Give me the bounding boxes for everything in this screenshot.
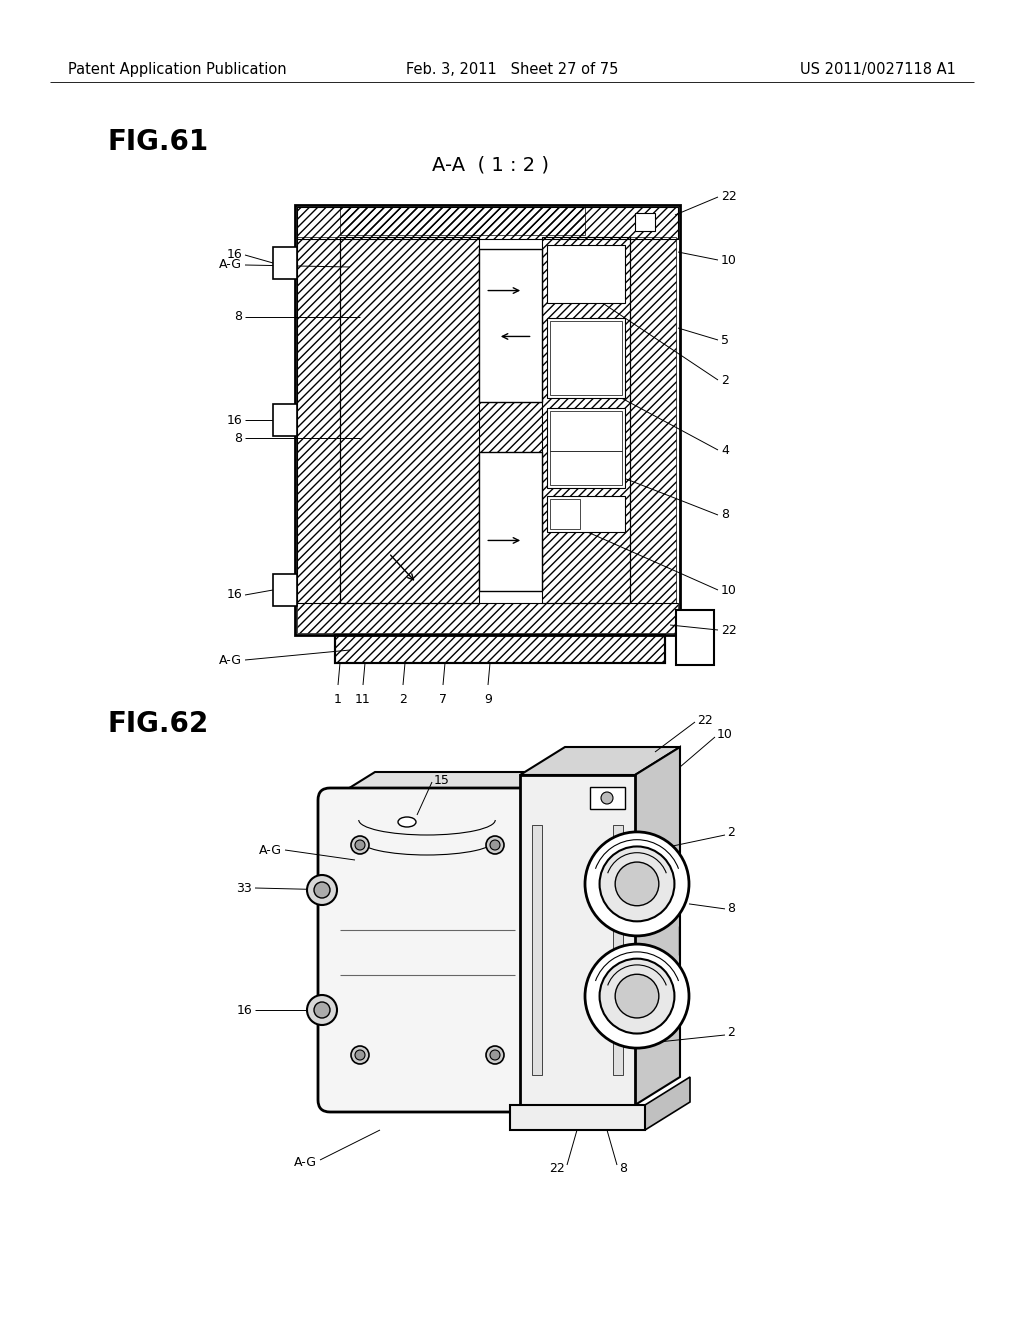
Bar [340, 207, 585, 235]
Text: 2: 2 [399, 693, 407, 706]
Text: 33: 33 [237, 882, 252, 895]
Circle shape [601, 792, 613, 804]
Bar [295, 205, 680, 635]
Text: US 2011/0027118 A1: US 2011/0027118 A1 [800, 62, 956, 77]
Polygon shape [645, 1077, 690, 1130]
Text: 16: 16 [226, 589, 242, 602]
Text: A-G: A-G [219, 653, 242, 667]
Bar [510, 1105, 645, 1130]
Circle shape [490, 1049, 500, 1060]
Circle shape [351, 836, 369, 854]
Bar [532, 825, 542, 1074]
Bar [635, 213, 655, 231]
Circle shape [486, 836, 504, 854]
Circle shape [307, 995, 337, 1026]
Text: 7: 7 [439, 693, 447, 706]
Bar [479, 249, 542, 403]
Text: 11: 11 [355, 693, 371, 706]
Circle shape [600, 958, 675, 1034]
Text: 22: 22 [549, 1162, 565, 1175]
Bar [547, 246, 625, 304]
Text: 10: 10 [717, 729, 733, 742]
Text: 16: 16 [226, 413, 242, 426]
Text: 22: 22 [721, 190, 736, 203]
Bar [297, 207, 678, 239]
Bar [479, 403, 542, 451]
Bar [613, 825, 623, 1074]
Bar [550, 411, 622, 451]
Text: 1: 1 [334, 693, 342, 706]
Circle shape [615, 974, 658, 1018]
Text: 22: 22 [697, 714, 713, 726]
Text: 10: 10 [721, 583, 737, 597]
FancyBboxPatch shape [318, 788, 537, 1111]
Text: FIG.62: FIG.62 [108, 710, 209, 738]
Bar [550, 321, 622, 395]
Bar [542, 238, 630, 603]
Circle shape [351, 1045, 369, 1064]
Text: Feb. 3, 2011   Sheet 27 of 75: Feb. 3, 2011 Sheet 27 of 75 [406, 62, 618, 77]
Text: FIG.61: FIG.61 [108, 128, 209, 156]
Bar [479, 451, 542, 591]
Text: 16: 16 [226, 248, 242, 261]
Text: 15: 15 [434, 774, 450, 787]
Circle shape [615, 862, 658, 906]
Text: A-G: A-G [219, 259, 242, 272]
Text: 8: 8 [618, 1162, 627, 1175]
Bar [297, 603, 678, 634]
Text: 4: 4 [721, 444, 729, 457]
Circle shape [600, 846, 675, 921]
Bar [676, 610, 714, 665]
Text: 16: 16 [237, 1003, 252, 1016]
Circle shape [307, 875, 337, 906]
Bar [590, 787, 625, 809]
Text: 2: 2 [721, 374, 729, 387]
Circle shape [355, 840, 365, 850]
Bar [520, 775, 635, 1105]
Bar [335, 635, 665, 663]
Text: 8: 8 [721, 508, 729, 521]
Text: 22: 22 [721, 623, 736, 636]
Text: A-G: A-G [294, 1155, 317, 1168]
Text: 9: 9 [484, 693, 492, 706]
Bar [547, 496, 625, 532]
Bar [340, 238, 479, 603]
Ellipse shape [398, 817, 416, 828]
Text: 5: 5 [721, 334, 729, 346]
Polygon shape [635, 747, 680, 1105]
Bar [273, 247, 297, 279]
Text: 10: 10 [721, 253, 737, 267]
Circle shape [314, 1002, 330, 1018]
Circle shape [355, 1049, 365, 1060]
Text: 2: 2 [727, 826, 735, 840]
Text: 8: 8 [727, 903, 735, 915]
Bar [297, 207, 678, 239]
Text: A-A  ( 1 : 2 ): A-A ( 1 : 2 ) [431, 156, 549, 174]
Bar [297, 238, 340, 603]
Bar [335, 635, 665, 663]
Bar [547, 318, 625, 399]
Bar [550, 451, 622, 484]
Text: 8: 8 [234, 432, 242, 445]
Circle shape [490, 840, 500, 850]
Bar [550, 499, 580, 529]
Bar [273, 404, 297, 436]
Circle shape [314, 882, 330, 898]
Bar [630, 238, 676, 603]
Bar [547, 408, 625, 488]
Text: 2: 2 [727, 1027, 735, 1040]
Polygon shape [520, 747, 680, 775]
Bar [273, 574, 297, 606]
Circle shape [486, 1045, 504, 1064]
Polygon shape [330, 772, 570, 800]
Circle shape [585, 944, 689, 1048]
Circle shape [585, 832, 689, 936]
Text: Patent Application Publication: Patent Application Publication [68, 62, 287, 77]
Text: 8: 8 [234, 310, 242, 323]
Text: A-G: A-G [259, 843, 282, 857]
